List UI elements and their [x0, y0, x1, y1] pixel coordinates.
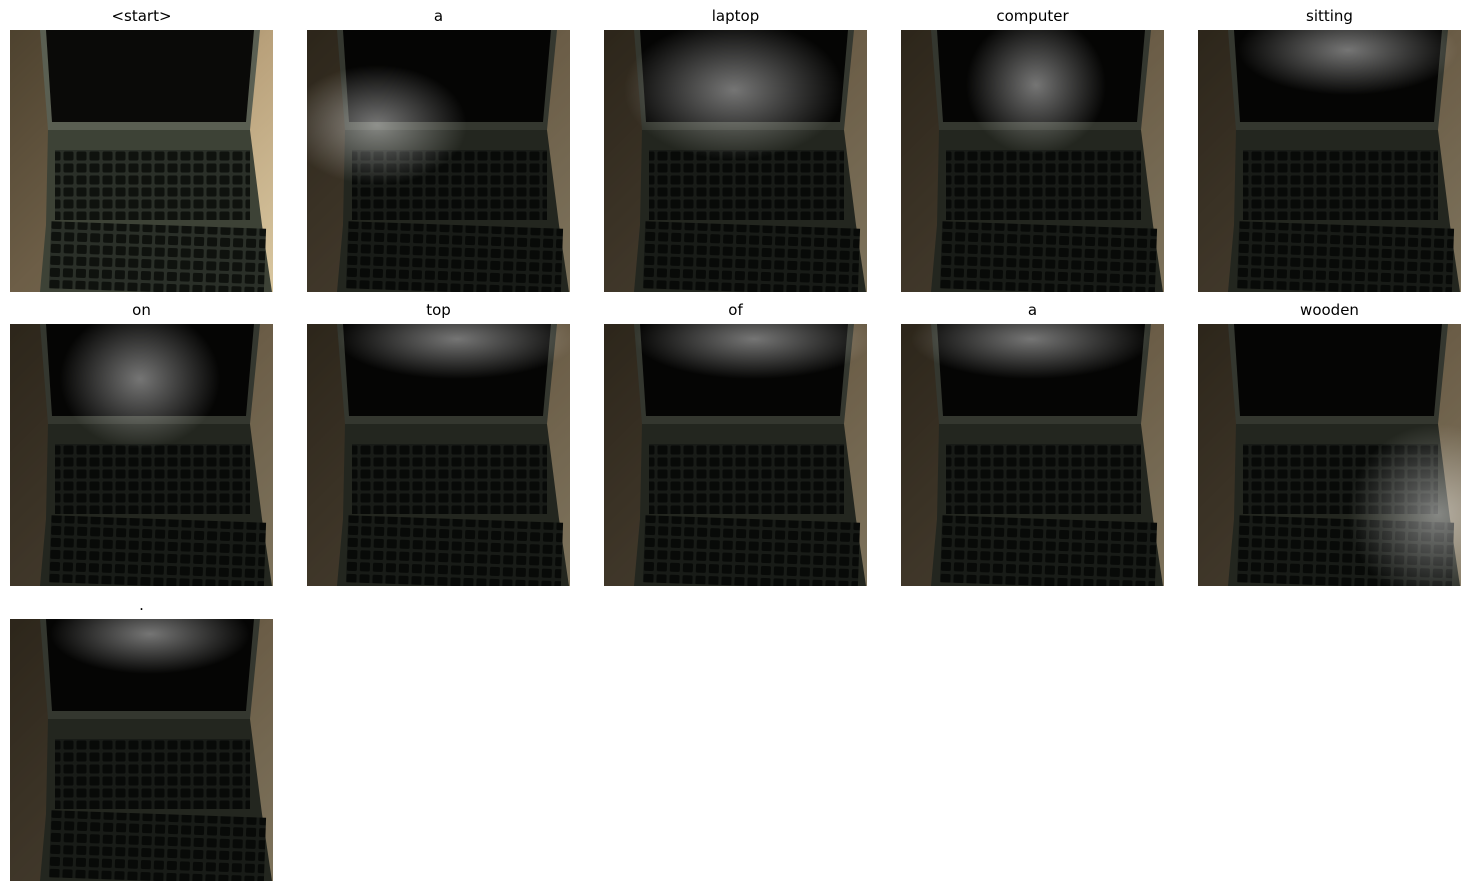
panel-title: on: [132, 301, 151, 319]
attention-panel: [901, 299, 1164, 586]
panel-title: laptop: [712, 7, 759, 25]
panel-title: <start>: [111, 7, 171, 25]
attention-panel: [287, 30, 570, 292]
attention-spot: [624, 20, 844, 160]
attention-spot: [1238, 5, 1458, 95]
attention-panel: [604, 299, 874, 586]
panel-title: wooden: [1300, 301, 1359, 319]
attention-panel: [10, 30, 273, 292]
attention-spot: [966, 15, 1106, 155]
attention-spot: [911, 299, 1151, 379]
attention-spot: [60, 309, 220, 449]
attention-panel: [604, 20, 867, 292]
attention-spot: [634, 299, 874, 379]
panel-title: a: [1028, 301, 1037, 319]
attention-panel: [10, 309, 273, 586]
attention-spot: [1348, 424, 1470, 604]
panel-title: .: [139, 596, 144, 614]
attention-panel: [10, 594, 273, 881]
attention-spot: [337, 299, 577, 379]
attention-panel: [901, 15, 1164, 292]
attention-panel: [1198, 324, 1470, 604]
attention-spot: [50, 594, 250, 674]
panel-title: computer: [996, 7, 1069, 25]
panel-title: a: [434, 7, 443, 25]
panel-title: of: [728, 301, 743, 319]
panel-title: sitting: [1306, 7, 1353, 25]
attention-spot: [287, 65, 467, 185]
photo: [10, 30, 273, 292]
attention-panel: [1198, 5, 1461, 292]
panel-title: top: [426, 301, 451, 319]
attention-panel: [307, 299, 577, 586]
